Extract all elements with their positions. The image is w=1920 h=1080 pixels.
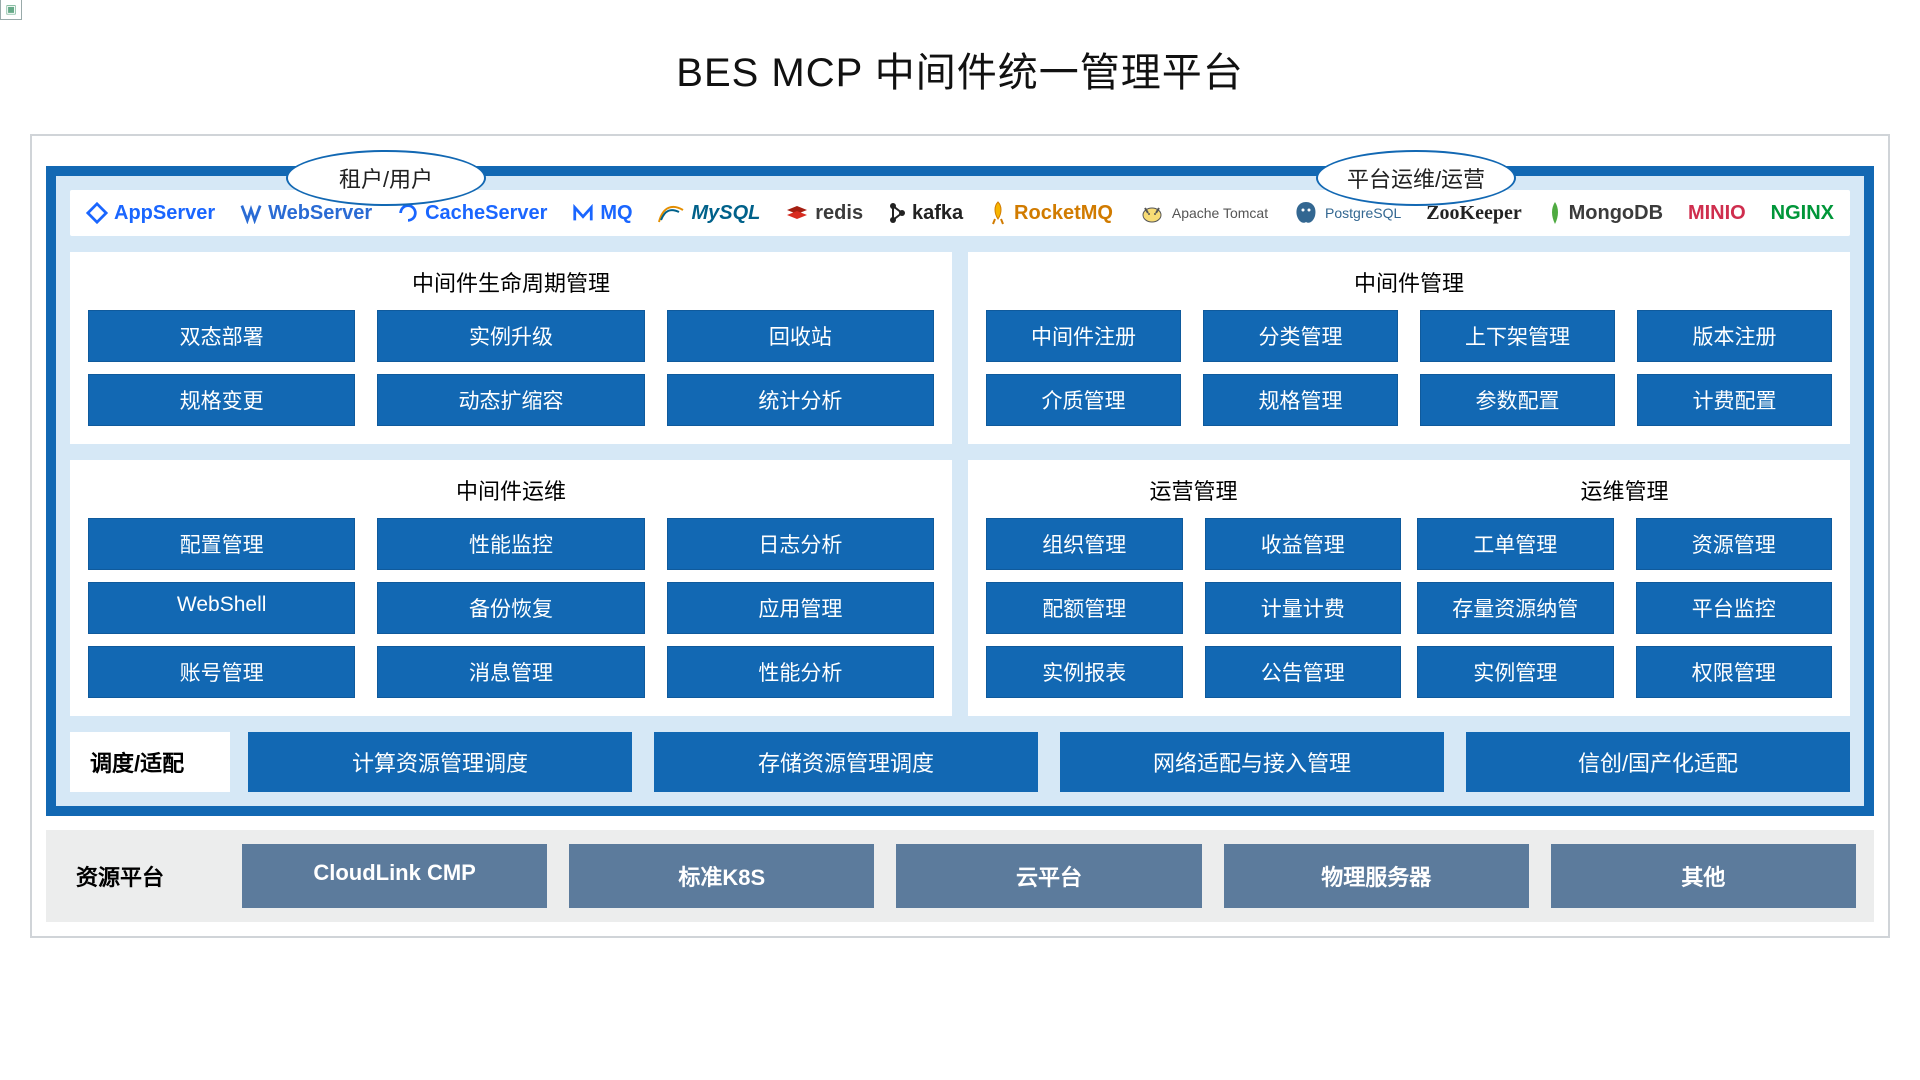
feature-cell: 统计分析 — [667, 374, 934, 426]
logo-minio: MINIO — [1688, 202, 1746, 225]
corner-marker-icon: ▣ — [0, 0, 22, 20]
panel-title: 中间件运维 — [88, 474, 934, 506]
resource-cells: CloudLink CMP 标准K8S 云平台物理服务器其他 — [242, 844, 1856, 908]
feature-cell: 工单管理 — [1417, 518, 1614, 570]
logo-mq: MQ — [572, 202, 632, 225]
panel-title: 运维管理 — [1417, 474, 1832, 506]
page-title: BES MCP 中间件统一管理平台 — [30, 40, 1890, 98]
feature-cell: 性能分析 — [667, 646, 934, 698]
panel-middleware-ops: 中间件运维 配置管理性能监控日志分析 WebShell 备份恢复应用管理账号管理消息… — [70, 460, 952, 716]
feature-cell: 参数配置 — [1420, 374, 1615, 426]
logo-webserver: WebServer — [240, 202, 372, 225]
feature-cell: 消息管理 — [377, 646, 644, 698]
feature-cell: 规格管理 — [1203, 374, 1398, 426]
row-label: 调度/适配 — [70, 732, 230, 792]
panel-lifecycle-mgmt: 中间件生命周期管理 双态部署实例升级回收站规格变更动态扩缩容统计分析 — [70, 252, 952, 444]
schedule-cell: 信创/国产化适配 — [1466, 732, 1850, 792]
feature-cell: 中间件注册 — [986, 310, 1181, 362]
logo-nginx: NGINX — [1771, 202, 1834, 225]
feature-cell: 存量资源纳管 — [1417, 582, 1614, 634]
feature-cell: 双态部署 — [88, 310, 355, 362]
role-tenant-user: 租户/用户 — [286, 150, 486, 206]
feature-cell: 账号管理 — [88, 646, 355, 698]
cells-middleware-ops: 配置管理性能监控日志分析 WebShell 备份恢复应用管理账号管理消息管理性能分析 — [88, 518, 934, 698]
feature-cell: 应用管理 — [667, 582, 934, 634]
feature-cell: 配置管理 — [88, 518, 355, 570]
resource-platform-row: 资源平台 CloudLink CMP 标准K8S 云平台物理服务器其他 — [46, 830, 1874, 922]
feature-cell: 性能监控 — [377, 518, 644, 570]
logo-cacheserver: CacheServer — [397, 202, 547, 225]
feature-cell: 上下架管理 — [1420, 310, 1615, 362]
logo-apachetomcat: Apache Tomcat — [1138, 201, 1268, 225]
feature-cell: 回收站 — [667, 310, 934, 362]
resource-cell: 云平台 — [896, 844, 1201, 908]
schedule-cell: 网络适配与接入管理 — [1060, 732, 1444, 792]
panel-middleware-mgmt: 中间件管理 中间件注册分类管理上下架管理版本注册介质管理规格管理参数配置计费配置 — [968, 252, 1850, 444]
panel-title: 运营管理 — [986, 474, 1401, 506]
logo-rocketmq: RocketMQ — [988, 201, 1113, 225]
feature-cell: 平台监控 — [1636, 582, 1833, 634]
schedule-cells: 计算资源管理调度存储资源管理调度网络适配与接入管理信创/国产化适配 — [248, 732, 1850, 792]
feature-cell: 公告管理 — [1205, 646, 1402, 698]
resource-cell: 其他 — [1551, 844, 1856, 908]
logo-kafka: kafka — [888, 201, 963, 225]
schedule-cell: 存储资源管理调度 — [654, 732, 1038, 792]
feature-cell: 组织管理 — [986, 518, 1183, 570]
feature-cell: 计量计费 — [1205, 582, 1402, 634]
feature-cell: 介质管理 — [986, 374, 1181, 426]
feature-cell: 版本注册 — [1637, 310, 1832, 362]
feature-cell: 收益管理 — [1205, 518, 1402, 570]
cells-operation-mgmt: 组织管理收益管理配额管理计量计费实例报表公告管理 — [986, 518, 1401, 698]
resource-cell: 物理服务器 — [1224, 844, 1529, 908]
feature-cell: WebShell — [88, 582, 355, 634]
feature-cell: 实例管理 — [1417, 646, 1614, 698]
feature-cell: 资源管理 — [1636, 518, 1833, 570]
feature-cell: 日志分析 — [667, 518, 934, 570]
feature-cell: 实例报表 — [986, 646, 1183, 698]
panel-ops-ops: 运营管理 组织管理收益管理配额管理计量计费实例报表公告管理 运维管理 工单管理资… — [968, 460, 1850, 716]
schedule-adapt-row: 调度/适配 计算资源管理调度存储资源管理调度网络适配与接入管理信创/国产化适配 — [70, 732, 1850, 792]
feature-cell: 动态扩缩容 — [377, 374, 644, 426]
feature-cell: 配额管理 — [986, 582, 1183, 634]
resource-cell: 标准K8S — [569, 844, 874, 908]
feature-cell: 计费配置 — [1637, 374, 1832, 426]
panel-title: 中间件生命周期管理 — [88, 266, 934, 298]
cells-middleware-mgmt: 中间件注册分类管理上下架管理版本注册介质管理规格管理参数配置计费配置 — [986, 310, 1832, 426]
diagram-outer: 租户/用户 平台运维/运营 AppServer WebServer CacheSer… — [30, 134, 1890, 938]
logo-mysql: MySQL — [657, 202, 760, 225]
feature-cell: 分类管理 — [1203, 310, 1398, 362]
row-label: 资源平台 — [64, 844, 224, 908]
role-platform-ops: 平台运维/运营 — [1316, 150, 1516, 206]
logo-redis: redis — [785, 202, 863, 225]
top-panels-row: 中间件生命周期管理 双态部署实例升级回收站规格变更动态扩缩容统计分析 中间件管理… — [70, 252, 1850, 444]
feature-cell: 规格变更 — [88, 374, 355, 426]
resource-cell: CloudLink CMP — [242, 844, 547, 908]
schedule-cell: 计算资源管理调度 — [248, 732, 632, 792]
feature-cell: 实例升级 — [377, 310, 644, 362]
feature-cell: 备份恢复 — [377, 582, 644, 634]
blue-frame: 租户/用户 平台运维/运营 AppServerWebServerCacheSer… — [46, 166, 1874, 816]
cells-lifecycle: 双态部署实例升级回收站规格变更动态扩缩容统计分析 — [88, 310, 934, 426]
bottom-panels-row: 中间件运维 配置管理性能监控日志分析 WebShell 备份恢复应用管理账号管理消息… — [70, 460, 1850, 716]
cells-maintenance-mgmt: 工单管理资源管理存量资源纳管平台监控实例管理权限管理 — [1417, 518, 1832, 698]
logo-mongodb: MongoDB — [1547, 201, 1663, 225]
logo-appserver: AppServer — [86, 202, 215, 225]
panel-title: 中间件管理 — [986, 266, 1832, 298]
feature-cell: 权限管理 — [1636, 646, 1833, 698]
